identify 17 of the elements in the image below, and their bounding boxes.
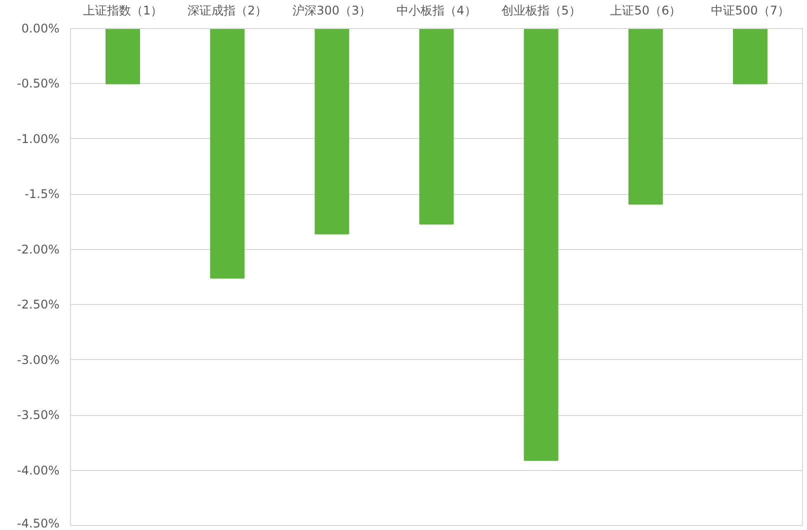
y-tick-label: -0.50% [17,76,60,91]
x-tick-label: 上证50（6） [610,4,682,18]
y-tick-label: -2.50% [17,298,60,312]
y-tick-label: -4.50% [17,516,60,530]
x-tick-label: 创业板指（5） [501,4,581,18]
x-tick-label: 上证指数（1） [82,4,163,18]
x-tick-label: 中证500（7） [710,4,790,18]
y-tick-label: -1.00% [17,132,60,146]
y-tick-label: 0.00% [21,22,60,36]
y-tick-label: -3.50% [17,408,60,422]
y-tick-label: -2.00% [17,242,60,256]
x-tick-label: 深证成指（2） [188,4,268,18]
y-tick-label: -1.5% [24,187,60,202]
x-tick-label: 中小板指（4） [396,4,476,18]
y-tick-label: -4.00% [17,463,60,478]
y-tick-label: -3.00% [17,352,60,367]
x-tick-label: 沪深300（3） [292,4,372,18]
